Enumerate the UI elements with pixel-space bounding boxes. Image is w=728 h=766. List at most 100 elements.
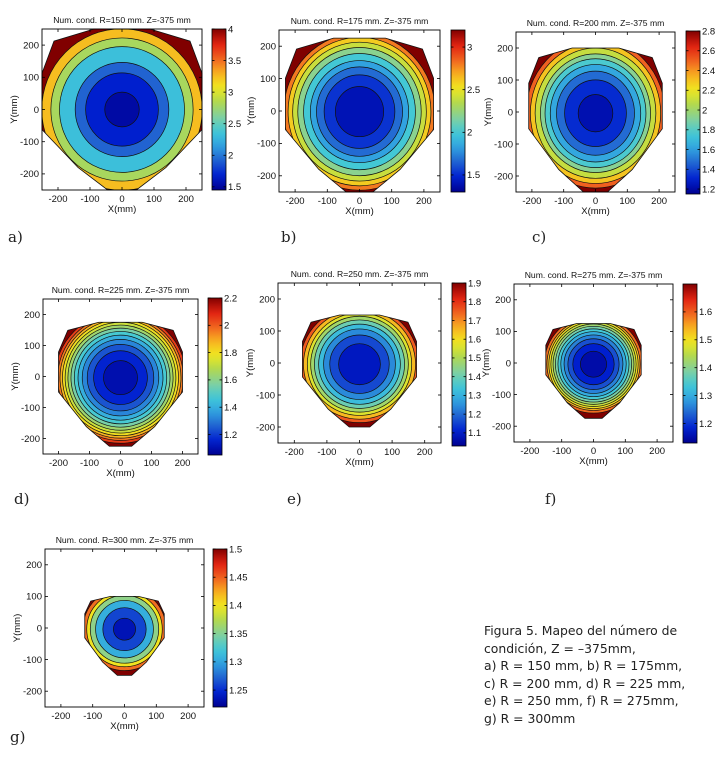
x-tick-label: -200	[51, 711, 70, 722]
y-tick-label: -100	[492, 390, 511, 401]
caption-line: a) R = 150 mm, b) R = 175mm,	[484, 658, 683, 673]
colorbar-tick-label: 2.2	[702, 86, 715, 97]
y-tick-label: -100	[257, 139, 276, 150]
y-tick-label: -200	[23, 687, 42, 698]
x-tick-label: -200	[286, 196, 305, 207]
panel-label-a: a)	[8, 228, 23, 246]
y-tick-label: 100	[26, 592, 42, 603]
colorbar	[207, 297, 223, 456]
colorbar-tick-label: 1.25	[229, 685, 248, 696]
colorbar-tick-label: 1.6	[702, 145, 715, 156]
contour-fill	[42, 29, 202, 190]
colorbar-tick-label: 1.1	[468, 428, 481, 439]
subplot-title: Num. cond. R=250 mm. Z=-375 mm	[291, 269, 429, 279]
colorbar-tick-label: 1.5	[229, 544, 242, 555]
colorbar-tick-label: 1.2	[699, 419, 712, 430]
colorbar-tick-label: 1.6	[468, 335, 481, 346]
x-tick-label: 200	[178, 194, 194, 205]
panel-label-g: g)	[10, 728, 26, 746]
x-tick-label: 200	[649, 446, 665, 457]
x-axis-label: X(mm)	[579, 456, 608, 467]
subplot-title: Num. cond. R=175 mm. Z=-375 mm	[291, 16, 429, 26]
y-axis-label: Y(mm)	[9, 95, 20, 124]
y-tick-label: -100	[23, 655, 42, 666]
subplot-a: -200 -100 0 100 200 200 100 0 -100 -200 X(mm) Y(mm)…	[9, 15, 241, 215]
y-axis-label: Y(mm)	[10, 362, 21, 391]
y-tick-label: -200	[494, 171, 513, 182]
x-tick-label: -200	[48, 194, 67, 205]
colorbar	[682, 283, 698, 444]
colorbar	[212, 548, 228, 708]
colorbar-tick-label: 1.4	[224, 403, 237, 414]
x-tick-label: 200	[416, 196, 432, 207]
y-tick-label: 200	[260, 42, 276, 53]
contour-fill	[58, 322, 183, 447]
x-axis-label: X(mm)	[106, 468, 135, 479]
caption-line: c) R = 200 mm, d) R = 225 mm,	[484, 675, 686, 691]
colorbar	[450, 29, 466, 193]
contour-band	[103, 360, 138, 396]
x-tick-label: 200	[175, 458, 191, 469]
y-tick-label: 200	[26, 560, 42, 571]
y-tick-label: -200	[20, 169, 39, 180]
x-axis-label: X(mm)	[345, 206, 374, 217]
y-tick-label: 200	[497, 43, 513, 54]
x-tick-label: -200	[522, 196, 541, 207]
contour-band	[334, 86, 385, 138]
colorbar-tick-label: 1.5	[468, 353, 481, 364]
subplot-f: -200 -100 0 100 200 200 100 0 -100 -200 X(mm) Y(mm)…	[481, 270, 712, 467]
colorbar-tick-label: 1.2	[224, 430, 237, 441]
y-tick-label: 200	[495, 295, 511, 306]
colorbar-tick-label: 1.3	[229, 657, 242, 668]
y-tick-label: 0	[270, 358, 275, 369]
y-tick-label: 200	[259, 294, 275, 305]
x-tick-label: -100	[80, 194, 99, 205]
colorbar-tick-label: 1.3	[699, 391, 712, 402]
y-tick-label: 100	[23, 73, 39, 84]
colorbar-tick-label: 1.4	[468, 372, 481, 383]
x-tick-label: 200	[180, 711, 196, 722]
y-tick-label: 0	[34, 105, 39, 116]
x-tick-label: 100	[148, 711, 164, 722]
colorbar-tick-label: 2	[224, 321, 229, 332]
y-tick-label: -200	[257, 171, 276, 182]
x-tick-label: -100	[318, 196, 337, 207]
y-tick-label: -200	[256, 422, 275, 433]
colorbar-tick-label: 1.3	[468, 391, 481, 402]
workspace-boundary	[58, 321, 183, 447]
panel-label-f: f)	[545, 490, 557, 508]
panel-label-c: c)	[532, 228, 547, 246]
y-tick-label: -100	[21, 403, 40, 414]
subplot-g: -200 -100 0 100 200 200 100 0 -100 -200 X(mm) Y(mm)…	[12, 535, 248, 732]
y-tick-label: -100	[256, 390, 275, 401]
x-tick-label: 100	[384, 196, 400, 207]
subplot-title: Num. cond. R=275 mm. Z=-375 mm	[525, 270, 663, 280]
colorbar-tick-label: 2.4	[702, 66, 715, 77]
x-tick-label: 100	[617, 446, 633, 457]
x-axis-label: X(mm)	[581, 206, 610, 217]
x-tick-label: 0	[357, 196, 362, 207]
colorbar-tick-label: 2.8	[702, 26, 715, 37]
x-axis-label: X(mm)	[345, 457, 374, 468]
x-tick-label: -100	[83, 711, 102, 722]
subplot-d: -200 -100 0 100 200 200 100 0 -100 -200 X(mm) Y(mm)…	[10, 285, 237, 479]
colorbar-tick-label: 1.9	[468, 278, 481, 289]
y-tick-label: 0	[37, 623, 42, 634]
y-axis-label: Y(mm)	[483, 98, 494, 127]
subplot-title: Num. cond. R=200 mm. Z=-375 mm	[527, 18, 665, 28]
contour-fill	[528, 48, 663, 192]
colorbar-tick-label: 1.8	[468, 297, 481, 308]
colorbar-tick-label: 1.35	[229, 629, 248, 640]
y-axis-label: Y(mm)	[12, 614, 23, 643]
figure-caption: Figura 5. Mapeo del número de condición,…	[484, 622, 724, 727]
y-tick-label: 0	[506, 358, 511, 369]
x-tick-label: -100	[317, 447, 336, 458]
workspace-boundary	[545, 323, 642, 419]
contour-band	[577, 94, 614, 133]
colorbar-tick-label: 2.5	[467, 85, 480, 96]
y-tick-label: 200	[24, 310, 40, 321]
x-tick-label: 0	[119, 194, 124, 205]
colorbar-tick-label: 3	[228, 87, 233, 98]
panel-label-d: d)	[14, 490, 30, 508]
